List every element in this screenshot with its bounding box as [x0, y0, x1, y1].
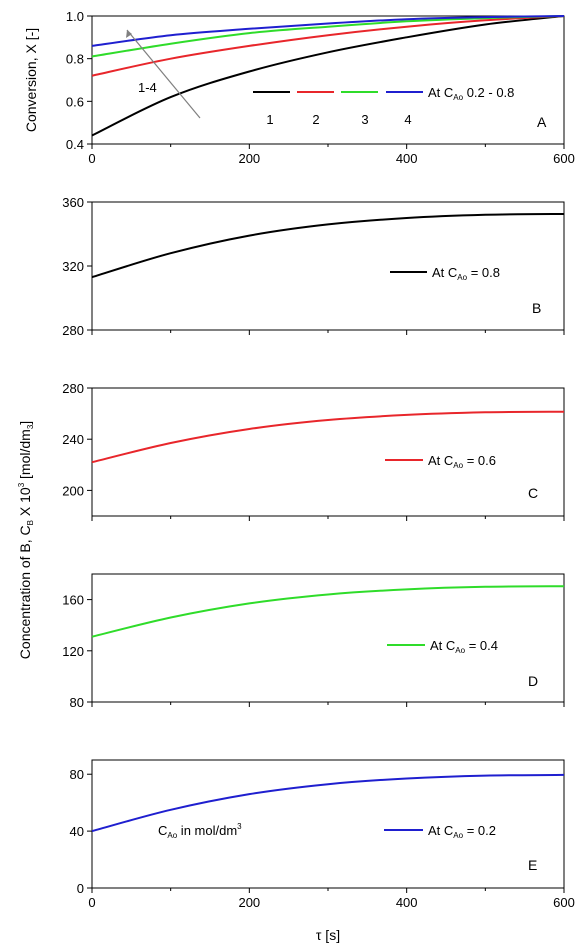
legend-label-c: At CAo = 0.6 [428, 453, 496, 470]
y-tick-label-a-3: 1.0 [66, 9, 84, 24]
legend-number-1: 1 [266, 112, 273, 127]
x-tick-label-e-2: 400 [396, 895, 418, 910]
panel-b-curves [91, 213, 565, 279]
panel-a: 0 200 400 600 0.4 0.6 0.8 1.0 1-4 1 2 3 4 At CA… [66, 9, 575, 166]
panel-a-legend: 1 2 3 4 At CAo 0.2 - 0.8 [253, 85, 514, 127]
y-tick-label-b-1: 320 [62, 259, 84, 274]
legend-number-4: 4 [404, 112, 411, 127]
panel-c: 200 240 280 At CAo = 0.6 C [62, 381, 565, 521]
y-tick-label-b-0: 280 [62, 323, 84, 338]
x-tick-label-a-2: 400 [396, 151, 418, 166]
panel-tag-c: C [528, 485, 538, 501]
panel-d-curves [91, 585, 565, 638]
y-tick-label-d-0: 80 [70, 695, 84, 710]
legend-label-b: At CAo = 0.8 [432, 265, 500, 282]
y-tick-label-a-1: 0.6 [66, 94, 84, 109]
series-line-a-4 [91, 15, 565, 47]
y-tick-label-a-0: 0.4 [66, 137, 84, 152]
legend-number-2: 2 [312, 112, 319, 127]
panel-d: 80 120 160 At CAo = 0.4 D [62, 573, 565, 710]
panel-e: 0 200 400 600 0 40 80 CAo in mol/dm3 At CAo = … [70, 759, 575, 910]
y-tick-label-c-1: 240 [62, 432, 84, 447]
panel-a-ticks: 0 200 400 600 0.4 0.6 0.8 1.0 [66, 9, 575, 166]
panel-c-frame [91, 387, 565, 517]
units-note: CAo in mol/dm3 [158, 822, 242, 840]
series-line-a-1 [91, 15, 565, 137]
x-tick-label-a-3: 600 [553, 151, 575, 166]
trend-arrow-head [126, 30, 132, 38]
y-tick-label-c-0: 200 [62, 483, 84, 498]
arrow-label: 1-4 [138, 80, 157, 95]
x-tick-label-e-1: 200 [238, 895, 260, 910]
x-tick-label-a-0: 0 [88, 151, 95, 166]
y-tick-label-d-2: 160 [62, 593, 84, 608]
xlabel: τ [s] [316, 927, 340, 943]
panel-c-curves [91, 410, 565, 464]
y-tick-label-b-2: 360 [62, 195, 84, 210]
series-line-a-2 [91, 15, 565, 77]
ylabel-bottom: Concentration of B, CB X 103 [mol/dm3] [17, 421, 35, 659]
panel-tag-d: D [528, 673, 538, 689]
ylabel-top: Conversion, X [-] [23, 28, 39, 132]
x-tick-label-e-0: 0 [88, 895, 95, 910]
y-tick-label-e-1: 40 [70, 824, 84, 839]
legend-label-d: At CAo = 0.4 [430, 638, 498, 655]
legend-number-3: 3 [361, 112, 368, 127]
series-line-c-1 [91, 410, 565, 464]
series-line-b-1 [91, 213, 565, 279]
y-tick-label-d-1: 120 [62, 644, 84, 659]
legend-label-a: At CAo 0.2 - 0.8 [428, 85, 514, 102]
legend-label-e: At CAo = 0.2 [428, 823, 496, 840]
panel-tag-b: B [532, 300, 541, 316]
x-tick-label-a-1: 200 [238, 151, 260, 166]
panel-c-ticks: 200 240 280 [62, 381, 565, 521]
panel-e-curves [91, 773, 565, 833]
panel-b-ticks: 280 320 360 [62, 195, 565, 338]
y-tick-label-e-0: 0 [77, 881, 84, 896]
trend-arrow [126, 29, 201, 119]
panel-a-curves [91, 15, 565, 137]
x-tick-label-e-3: 600 [553, 895, 575, 910]
panel-b: 280 320 360 At CAo = 0.8 B [62, 195, 565, 338]
panel-tag-e: E [528, 857, 537, 873]
y-tick-label-c-2: 280 [62, 381, 84, 396]
y-tick-label-a-2: 0.8 [66, 52, 84, 67]
panel-tag-a: A [537, 114, 547, 130]
panel-d-ticks: 80 120 160 [62, 593, 565, 710]
series-line-e-1 [91, 773, 565, 833]
y-tick-label-e-2: 80 [70, 767, 84, 782]
series-line-d-1 [91, 585, 565, 638]
panel-e-ticks: 0 200 400 600 0 40 80 [70, 767, 575, 910]
